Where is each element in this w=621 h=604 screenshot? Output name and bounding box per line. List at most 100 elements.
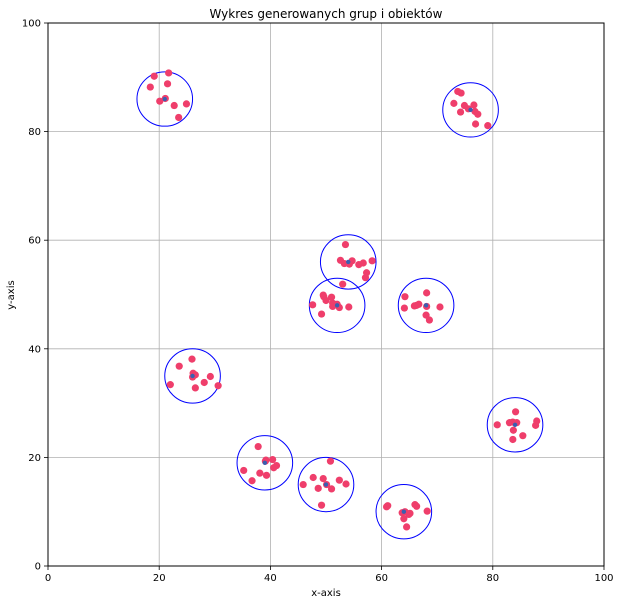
group-circle: [236, 435, 294, 491]
group-circle: [375, 484, 433, 540]
group-circle: [136, 71, 194, 127]
data-point: [240, 466, 248, 475]
data-point: [403, 523, 411, 531]
data-point: [165, 69, 173, 77]
chart-title: Wykres generowanych grup i obiektów: [210, 7, 443, 21]
data-point: [345, 303, 353, 311]
data-point: [262, 471, 271, 479]
y-tick-label: 40: [28, 344, 41, 355]
group-circle: [319, 234, 377, 290]
data-point: [470, 101, 478, 109]
group-circle: [397, 277, 455, 334]
data-point: [471, 120, 480, 128]
data-point: [341, 240, 350, 249]
group-center-point: [334, 303, 340, 308]
data-point: [319, 291, 327, 299]
data-point: [342, 480, 350, 488]
data-point: [368, 257, 376, 265]
x-axis-title: x-axis: [311, 588, 341, 599]
y-tick-label: 100: [22, 19, 41, 30]
data-point: [309, 473, 317, 482]
data-point: [423, 289, 431, 297]
group-center-point: [512, 422, 518, 428]
data-point: [319, 474, 327, 483]
group-center-point: [190, 373, 195, 379]
group-circle: [486, 397, 544, 453]
y-tick-label: 80: [28, 127, 41, 138]
group-center-point: [423, 303, 429, 308]
group-circle: [442, 82, 499, 138]
data-point: [175, 113, 183, 122]
data-point: [163, 80, 172, 88]
x-tick-label: 100: [594, 573, 613, 584]
x-tick-label: 40: [264, 573, 277, 584]
data-point: [511, 408, 520, 416]
data-point: [474, 110, 482, 118]
x-tick-label: 80: [486, 573, 499, 584]
data-point: [214, 382, 222, 390]
object-points: [146, 69, 541, 531]
data-point: [150, 72, 158, 80]
data-point: [309, 301, 317, 309]
data-point: [460, 101, 469, 110]
data-point: [436, 303, 444, 311]
data-point: [317, 310, 326, 318]
data-point: [335, 476, 343, 484]
y-axis-title: y-axis: [6, 280, 17, 309]
data-point: [314, 484, 322, 492]
group-center-point: [401, 509, 407, 514]
data-point: [401, 293, 409, 301]
data-point: [248, 477, 256, 485]
data-point: [457, 89, 465, 97]
data-point: [191, 384, 199, 392]
data-point: [509, 435, 517, 444]
plot-area-frame: [47, 22, 605, 567]
data-point: [269, 455, 277, 464]
data-point: [359, 259, 367, 267]
data-point: [415, 300, 423, 308]
data-point: [425, 316, 434, 324]
data-point: [146, 83, 154, 91]
x-tick-label: 0: [45, 573, 51, 584]
data-point: [339, 280, 347, 288]
data-point: [450, 99, 458, 107]
group-center-point: [346, 259, 351, 265]
data-point: [326, 457, 335, 465]
group-circle: [297, 456, 355, 513]
data-point: [188, 355, 196, 363]
data-point: [519, 432, 527, 440]
y-tick-label: 60: [28, 236, 41, 247]
data-point: [272, 461, 281, 470]
group-center-point: [323, 482, 329, 487]
group-center-point: [162, 96, 167, 102]
data-point: [327, 485, 336, 493]
data-point: [493, 421, 501, 429]
data-point: [170, 101, 178, 110]
data-point: [182, 100, 191, 108]
data-point: [361, 274, 370, 282]
data-point: [383, 503, 391, 511]
axis-ticks: 0 20 40 60 80 100 0 20 40 60 80 100: [22, 19, 614, 585]
data-point: [406, 509, 414, 517]
y-tick-label: 0: [35, 562, 41, 573]
group-circles: [136, 71, 544, 540]
data-point: [400, 515, 408, 523]
data-point: [532, 421, 540, 429]
data-point: [456, 108, 465, 116]
data-point: [423, 507, 431, 515]
y-tick-label: 20: [28, 453, 41, 464]
group-center-point: [468, 107, 473, 113]
group-centers: [162, 96, 518, 514]
x-tick-label: 20: [153, 573, 166, 584]
data-point: [413, 502, 421, 510]
data-point: [206, 372, 214, 381]
data-point: [156, 97, 164, 105]
data-point: [509, 426, 517, 434]
data-point: [166, 381, 174, 389]
data-point: [254, 442, 262, 451]
data-point: [400, 304, 408, 312]
group-circle: [164, 348, 221, 404]
group-center-point: [262, 460, 268, 466]
data-point: [327, 293, 336, 301]
